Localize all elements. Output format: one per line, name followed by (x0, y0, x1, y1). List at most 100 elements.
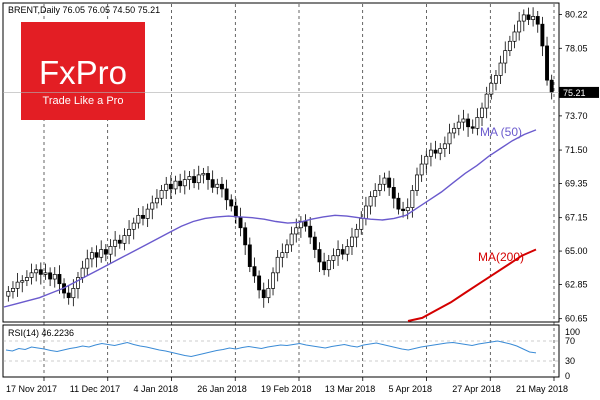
candle-body (317, 249, 322, 263)
candle-body (452, 127, 457, 134)
candle-body (526, 14, 531, 20)
candle-body (428, 149, 433, 157)
fxpro-logo: FxPro Trade Like a Pro (21, 22, 145, 120)
candle-body (20, 280, 25, 283)
current-price-tag (559, 86, 599, 98)
candle-body (345, 246, 350, 255)
candle-body (136, 214, 141, 224)
candle-body (206, 173, 210, 180)
candle-body (164, 183, 169, 191)
candle-body (368, 196, 373, 207)
price-candles (6, 7, 554, 308)
candle-body (512, 31, 517, 42)
candle-body (442, 143, 447, 149)
candle-body (340, 249, 345, 255)
candle-body (192, 176, 197, 184)
rsi-label: RSI(14) 46.2236 (8, 328, 74, 338)
candle-body (145, 208, 150, 219)
time-tick-label: 21 May 2018 (516, 384, 568, 394)
price-tick-label: 71.50 (565, 145, 588, 155)
candle-body (210, 179, 215, 188)
candle-body (113, 239, 118, 247)
candle-body (424, 155, 429, 165)
price-tick-label: 69.35 (565, 178, 588, 188)
candle-body (419, 163, 424, 176)
time-tick-label: 13 Mar 2018 (325, 384, 376, 394)
candle-body (247, 244, 252, 267)
candle-body (94, 252, 99, 258)
candle-body (89, 252, 94, 260)
candle-body (480, 107, 484, 118)
rsi-tick-label: 30 (565, 356, 575, 366)
candle-body (271, 272, 275, 289)
candle-body (261, 289, 266, 299)
candle-body (466, 118, 471, 128)
candle-body (150, 202, 155, 210)
rsi-panel (2, 324, 560, 378)
candle-body (80, 267, 85, 278)
candle-body (24, 277, 29, 281)
candle-body (331, 255, 336, 261)
candle-body (484, 93, 489, 109)
price-tick-label: 62.85 (565, 279, 588, 289)
candle-body (122, 235, 127, 244)
candle-body (71, 288, 76, 299)
candle-body (535, 16, 540, 25)
candle-body (350, 236, 354, 247)
candle-body (127, 228, 132, 236)
rsi-tick-label: 100 (565, 327, 580, 337)
candle-body (289, 233, 294, 246)
candle-body (280, 252, 285, 258)
candle-body (275, 256, 280, 274)
candle-body (470, 126, 475, 129)
candle-body (131, 222, 136, 230)
candle-body (154, 197, 159, 204)
candle-body (66, 292, 71, 299)
candle-body (29, 272, 34, 278)
candle-body (382, 177, 387, 185)
candle-body (48, 272, 53, 280)
price-panel (2, 2, 560, 323)
chart-title: BRENT,Daily 76.05 76.05 74.50 75.21 (8, 5, 160, 15)
ma50-line (3, 129, 537, 308)
time-tick-label: 19 Feb 2018 (261, 384, 312, 394)
candle-body (229, 199, 234, 207)
candle-body (85, 258, 90, 269)
candle-body (489, 82, 494, 95)
time-tick-label: 11 Dec 2017 (70, 384, 120, 394)
candle-body (99, 249, 104, 258)
candle-body (373, 190, 378, 198)
candle-body (52, 274, 57, 280)
candle-body (182, 179, 187, 187)
logo-tagline: Trade Like a Pro (43, 95, 124, 107)
candle-body (303, 221, 308, 227)
candle-body (196, 174, 201, 184)
candle-body (294, 227, 299, 235)
candle-body (415, 174, 419, 191)
candle-body (405, 207, 410, 212)
candle-body (410, 190, 415, 208)
price-tick-label: 73.70 (565, 111, 588, 121)
candle-body (238, 216, 243, 229)
time-tick-label: 5 Apr 2018 (389, 384, 433, 394)
time-tick-label: 4 Jan 2018 (134, 384, 179, 394)
candle-body (285, 244, 289, 253)
time-tick-label: 17 Nov 2017 (6, 384, 57, 394)
candle-body (461, 118, 466, 123)
candle-body (57, 274, 62, 285)
candle-body (11, 288, 15, 292)
candle-body (187, 176, 192, 180)
candle-body (336, 249, 341, 257)
candle-body (38, 269, 43, 275)
candle-body (326, 260, 331, 271)
rsi-line (5, 340, 537, 358)
candle-body (433, 149, 438, 154)
candle-body (233, 205, 238, 218)
candle-body (503, 50, 508, 64)
candle-body (517, 20, 522, 33)
ma50-label: MA (50) (480, 125, 522, 139)
price-axis: 80.22 78.05 73.70 71.50 69.35 67.15 65.00 62.85… (559, 10, 588, 324)
candle-body (117, 239, 122, 244)
time-tick-label: 27 Apr 2018 (452, 384, 501, 394)
